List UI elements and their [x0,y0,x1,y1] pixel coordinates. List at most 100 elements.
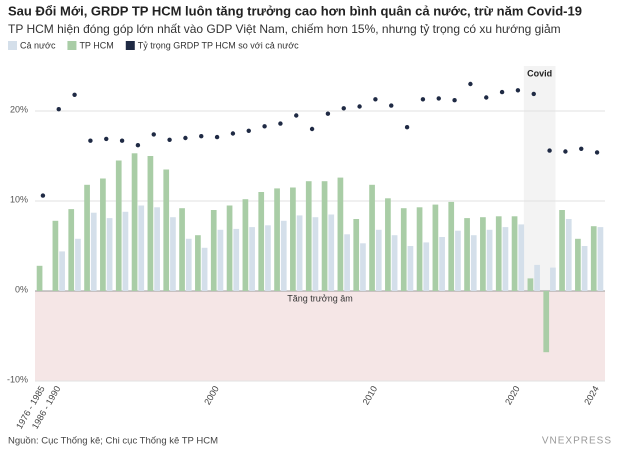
source: Nguồn: Cục Thống kê; Chi cục Thống kê TP… [8,436,218,447]
dot [104,136,109,142]
dot [404,125,410,130]
dot [199,134,204,139]
dot [563,149,568,154]
bar [581,246,588,291]
bar [597,227,604,291]
bar [337,177,344,291]
dot [357,104,362,109]
covid-label: Covid [527,68,552,78]
bar [115,160,122,291]
dot [468,81,473,87]
dot [325,111,331,116]
y-tick-label: 20% [10,104,28,114]
dot [341,106,346,111]
bar [75,238,81,291]
bar [210,210,217,291]
bar [369,184,375,291]
bar [290,187,296,291]
legend-swatch [8,41,17,50]
bar [527,278,534,291]
bar [201,247,208,291]
bar [179,208,185,291]
bar [296,215,303,291]
bar [495,216,502,291]
bar [59,251,65,291]
bar [455,230,461,291]
dot [309,126,315,132]
bar [52,220,59,291]
legend-label: Cả nước [20,40,56,50]
chart-title: Sau Đổi Mới, GRDP TP HCM luôn tăng trưởn… [8,3,582,18]
dot [547,148,552,153]
bar [480,217,486,291]
y-tick-label: 10% [10,194,28,204]
dot [436,96,441,101]
dot [40,193,46,198]
dot [88,138,93,143]
bar [344,234,350,291]
bar [100,178,106,291]
bar [439,237,445,291]
dot [135,143,141,148]
dot [167,137,172,142]
dot [183,135,188,141]
y-tick-label: -10% [7,374,28,384]
dot [389,103,394,108]
bar [391,235,398,291]
dot [531,91,536,97]
bar [122,211,129,291]
bar [321,181,328,291]
bar [90,212,97,291]
bar [448,201,455,291]
bar [147,156,154,291]
bar [432,204,439,291]
bar [464,218,470,291]
bar [163,169,170,291]
covid-band [523,66,556,291]
bar [226,205,233,291]
dot [246,128,251,133]
bar [36,265,43,291]
dot [278,121,283,126]
bar [305,181,312,291]
bar [328,214,335,291]
bar [360,243,366,291]
bar [138,205,145,291]
dot [420,97,426,102]
legend-label: Tỷ trọng GRDP TP HCM so với cả nước [138,40,299,50]
bar [280,220,287,291]
bar [385,198,391,291]
negative-zone [35,291,605,381]
dot [151,132,156,137]
dot [373,97,378,102]
bar [407,246,414,291]
dot [499,89,505,95]
bar [131,153,138,291]
legend-swatch [67,41,77,50]
chart-subtitle: TP HCM hiện đóng góp lớn nhất vào GDP Vi… [8,22,561,36]
legend-label: TP HCM [79,40,113,50]
bar [154,207,160,291]
bar [68,209,75,291]
bar [258,192,265,291]
y-tick-label: 0% [15,284,28,294]
dot [214,134,220,140]
bar [534,264,540,291]
bar [543,291,550,353]
bar [353,219,360,291]
bar [312,217,319,291]
bar [400,208,407,291]
bar [106,218,113,291]
bar [502,227,509,291]
bar [511,216,518,291]
bar [575,238,581,291]
bar [550,267,556,291]
dot [230,131,236,136]
dot [484,95,489,100]
dot [119,138,125,143]
dot [72,92,77,98]
bar [265,225,271,291]
bar [423,242,430,291]
dot [56,107,61,112]
